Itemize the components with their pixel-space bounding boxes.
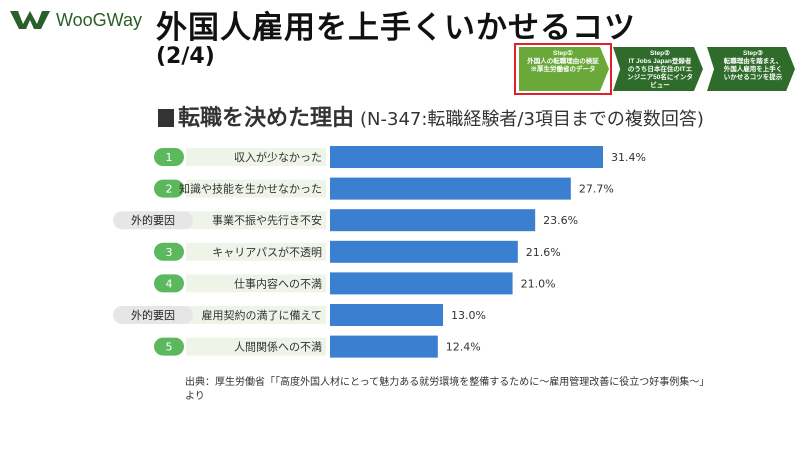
step-1: Step① 外国人の転職理由の検証 ※厚生労働省のデータ [519, 47, 609, 91]
category-label: 人間関係への不満 [234, 341, 322, 354]
category-label-band [186, 148, 326, 166]
value-label: 23.6% [543, 214, 578, 227]
category-label-band [186, 306, 326, 324]
chart-title-sub: (N-347:転職経験者/3項目までの複数回答) [360, 109, 704, 130]
rank-number: 5 [166, 341, 173, 354]
step-1-text: 外国人の転職理由の検証 ※厚生労働省のデータ [527, 58, 599, 73]
chart-title-main: 転職を決めた理由 [178, 106, 355, 131]
page-title: 外国人雇用を上手くいかせるコツ [156, 10, 636, 46]
step-2-text: IT Jobs Japan登録者のうち日本在住のITエンジニア50名にインタビュ… [627, 58, 693, 89]
step-3-name: Step③ [743, 50, 763, 57]
step-3: Step③ 転職理由を踏まえ、外国人雇用を上手くいかせるコツを提示 [707, 47, 795, 91]
category-label-band [186, 242, 326, 261]
category-label: 雇用契約の満了に備えて [202, 308, 322, 322]
category-label-band [186, 179, 326, 198]
value-label: 27.7% [579, 183, 614, 196]
rank-number: 2 [166, 183, 173, 196]
step-2-name: Step② [650, 50, 670, 57]
rank-marker [154, 148, 184, 166]
bar [330, 209, 536, 232]
external-factor-marker [113, 211, 193, 230]
bar [330, 146, 603, 168]
woogway-w-logo-icon [10, 11, 50, 29]
value-label: 21.6% [526, 246, 561, 259]
rank-number: 4 [166, 277, 173, 290]
value-label: 13.0% [451, 309, 486, 322]
category-label: 知識や技能を生かせなかった [179, 182, 322, 196]
rank-number: 3 [166, 246, 173, 259]
bar [330, 335, 438, 358]
bar [330, 240, 518, 263]
page-number: (2/4) [156, 44, 215, 69]
chart-title: 転職を決めた理由 (N-347:転職経験者/3項目までの複数回答) [158, 100, 704, 132]
category-label: 収入が少なかった [234, 150, 322, 164]
external-factor-marker [113, 306, 193, 324]
category-label-band [186, 337, 326, 356]
rank-marker [154, 337, 184, 356]
category-label-band [186, 274, 326, 293]
rank-marker [154, 179, 184, 198]
step-2: Step② IT Jobs Japan登録者のうち日本在住のITエンジニア50名… [613, 47, 703, 91]
active-step-highlight [514, 43, 612, 95]
category-label: キャリアパスが不透明 [212, 245, 322, 259]
title-square-icon [158, 109, 174, 127]
value-label: 21.0% [521, 277, 556, 290]
source-note: 出典：厚生労働省「「高度外国人材にとって魅力ある就労環境を整備するために～雇用管… [185, 377, 705, 402]
value-label: 12.4% [446, 341, 481, 354]
rank-marker [154, 274, 184, 293]
bar [330, 272, 513, 295]
category-label: 仕事内容への不満 [234, 276, 322, 290]
external-factor-label: 外的要因 [131, 213, 175, 227]
category-label: 事業不振や先行き不安 [212, 213, 322, 227]
rank-marker [154, 242, 184, 261]
external-factor-label: 外的要因 [131, 308, 175, 322]
rank-number: 1 [166, 151, 173, 164]
step-3-text: 転職理由を踏まえ、外国人雇用を上手くいかせるコツを提示 [723, 58, 783, 81]
value-label: 31.4% [611, 151, 646, 164]
bar [330, 177, 571, 200]
bar [330, 304, 444, 326]
step-1-name: Step① [553, 50, 573, 57]
category-label-band [186, 211, 326, 230]
brand-name: WooGWay [56, 9, 143, 30]
brand-logo: WooGWay [10, 6, 142, 34]
